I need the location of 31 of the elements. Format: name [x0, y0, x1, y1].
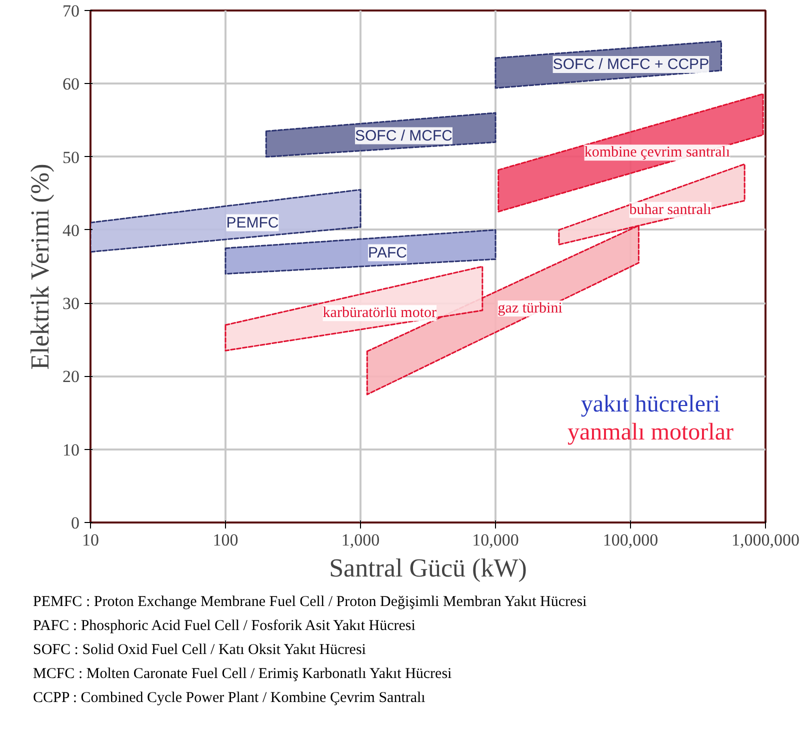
annotation: yakıt hücreleri [580, 392, 720, 418]
series-label: SOFC / MCFC + CCPP [552, 56, 710, 73]
x-tick-label: 10 [82, 530, 99, 550]
y-tick-label: 40 [62, 220, 80, 240]
series-label: gaz türbini [498, 300, 562, 317]
series-label: buhar santralı [629, 202, 712, 218]
series-label: PAFC [368, 244, 408, 262]
y-tick-label: 0 [71, 514, 80, 532]
text: PEMFC : Proton Exchange Membrane Fuel Cell / Proton Değişimli Membran Yakıt Hücresi [33, 594, 587, 610]
annotation: yanmalı motorlar [568, 420, 734, 446]
y-tick-label: 30 [62, 294, 80, 314]
y-axis-title: Elektrik Verimi (%) [26, 164, 54, 370]
y-tick-label: 60 [62, 74, 80, 94]
y-tick-label: 10 [62, 440, 80, 460]
y-tick-label: 70 [62, 2, 80, 20]
y-tick-label: 20 [62, 367, 80, 386]
y-tick-label: 50 [62, 148, 80, 167]
x-axis-title: Santral Gücü (kW) [329, 554, 527, 582]
text: CCPP : Combined Cycle Power Plant / Kombine Çevrim Santralı [33, 690, 426, 706]
x-tick-label: 1,000 [341, 530, 380, 550]
series-label: PEMFC [226, 214, 279, 232]
text: PAFC : Phosphoric Acid Fuel Cell / Fosforik Asit Yakıt Hücresi [33, 618, 416, 634]
x-tick-label: 10,000 [472, 530, 519, 550]
series-label: SOFC / MCFC [355, 127, 453, 144]
text: SOFC : Solid Oxid Fuel Cell / Katı Oksit Yakıt Hücresi [33, 642, 366, 658]
x-tick-label: 100,000 [602, 530, 658, 550]
x-tick-label: 100 [212, 530, 238, 550]
text: MCFC : Molten Caronate Fuel Cell / Erimiş Karbonatlı Yakıt Hücresi [33, 666, 452, 682]
series-label: kombine çevrim santralı [584, 144, 730, 161]
x-tick-label: 1,000,000 [732, 530, 800, 550]
series-label: karbüratörlü motor [322, 305, 437, 322]
